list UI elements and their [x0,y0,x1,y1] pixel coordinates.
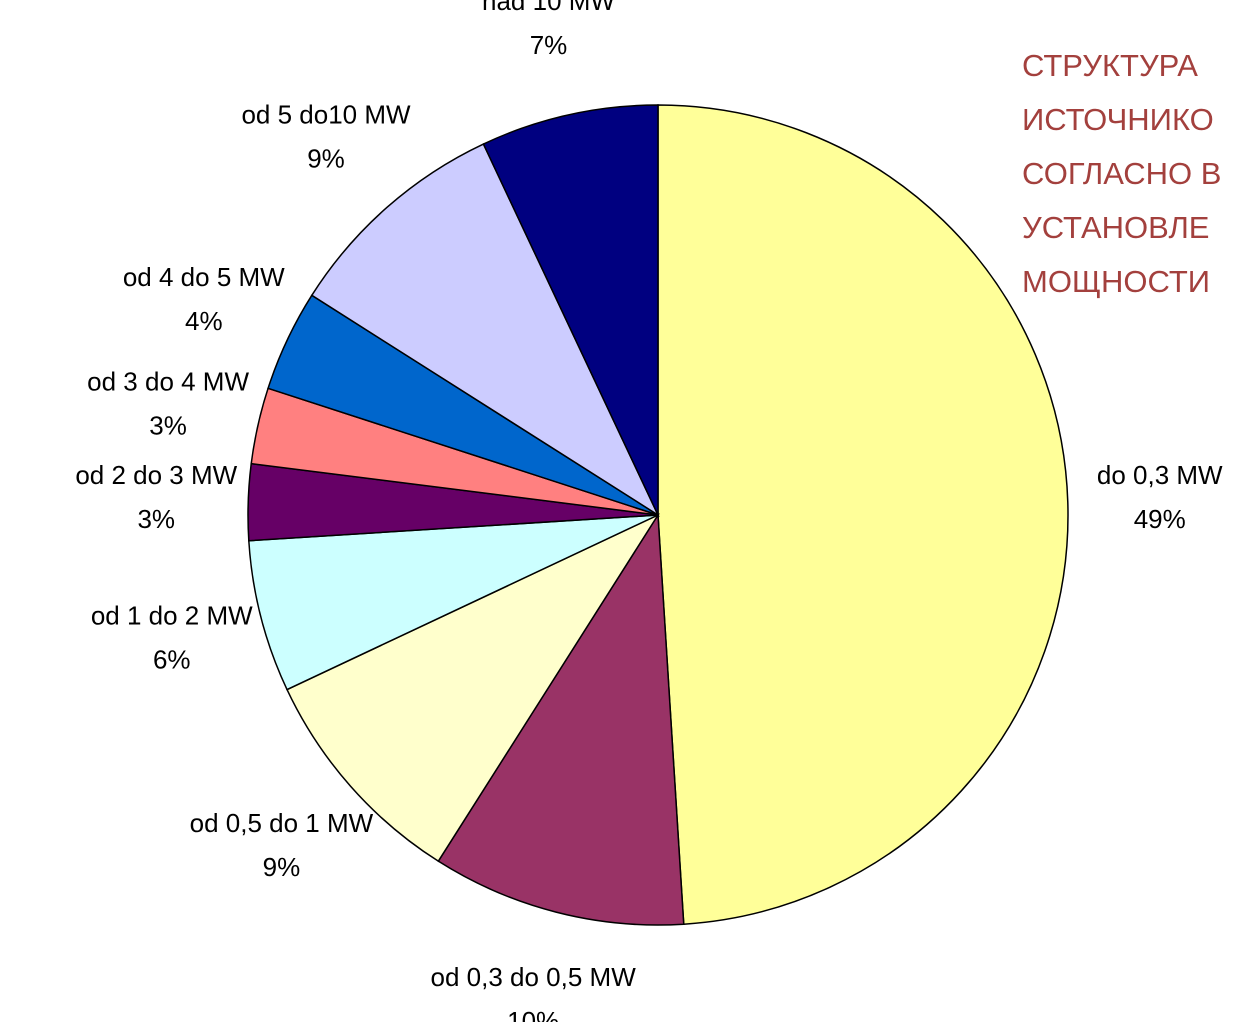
slice-label: od 0,3 do 0,5 MW [431,962,637,992]
slice-value-label: 4% [185,306,223,336]
pie-slice [248,514,659,691]
chart-title: УСТАНОВЛЕ [1022,210,1209,245]
slice-value-label: 49% [1134,504,1186,534]
slice-label: do 0,3 MW [1097,460,1223,490]
slice-value-label: 6% [153,645,191,675]
slice-value-label: 3% [137,504,175,534]
slice-label: od 5 do10 MW [241,99,411,129]
pie-slice [482,104,659,516]
slice-label: od 4 do 5 MW [123,262,285,292]
slice-value-label: 3% [149,410,187,440]
pie-slice [657,104,1069,925]
slice-label: od 3 do 4 MW [87,366,249,396]
chart-title: СОГЛАСНО В [1022,156,1221,191]
slice-value-label: 7% [530,30,568,60]
slice-value-label: 9% [263,852,301,882]
slice-label: od 0,5 do 1 MW [190,808,374,838]
chart-title: МОЩНОСТИ [1022,264,1210,299]
slice-label: nad 10 MW [482,0,615,16]
slice-value-label: 10% [507,1006,559,1022]
slice-label: od 2 do 3 MW [75,460,237,490]
slice-label: od 1 do 2 MW [91,601,253,631]
slice-value-label: 9% [307,143,345,173]
pie-slice [286,513,661,863]
pie-slice [310,143,660,518]
chart-title: СТРУКТУРА [1022,48,1198,83]
pie-slice [437,512,685,926]
chart-title: ИСТОЧНИКО [1022,102,1214,137]
